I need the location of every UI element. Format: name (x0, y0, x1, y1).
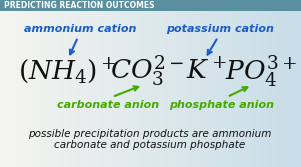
Text: possible precipitation products are ammonium: possible precipitation products are ammo… (28, 129, 272, 139)
FancyBboxPatch shape (0, 0, 301, 11)
Text: potassium cation: potassium cation (166, 24, 274, 34)
Text: $CO_3^{2-}$: $CO_3^{2-}$ (110, 53, 184, 89)
Text: PREDICTING REACTION OUTCOMES: PREDICTING REACTION OUTCOMES (4, 1, 154, 10)
Text: carbonate anion: carbonate anion (57, 100, 159, 110)
Text: $PO_4^{3+}$: $PO_4^{3+}$ (225, 53, 297, 89)
Text: ammonium cation: ammonium cation (24, 24, 136, 34)
Text: $(NH_4)^+$: $(NH_4)^+$ (18, 56, 116, 86)
Text: phosphate anion: phosphate anion (169, 100, 275, 110)
Text: carbonate and potassium phosphate: carbonate and potassium phosphate (54, 140, 246, 150)
Text: $K^+$: $K^+$ (186, 58, 228, 84)
